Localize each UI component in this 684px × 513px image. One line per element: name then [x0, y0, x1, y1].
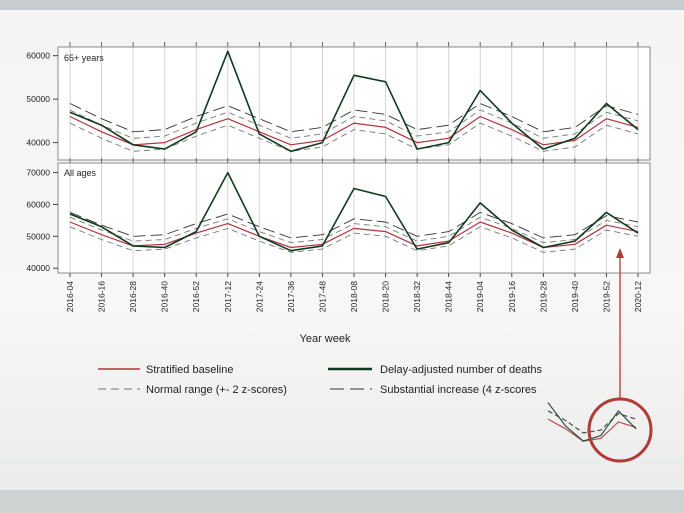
x-tick-label: 2018-32: [412, 281, 422, 312]
panel-label-65plus: 65+ years: [64, 53, 104, 63]
y-tick-label-65plus: 40000: [26, 138, 50, 148]
y-tick-label-65plus: 50000: [26, 94, 50, 104]
x-tick-label: 2016-52: [191, 281, 201, 312]
x-tick-label: 2017-12: [223, 281, 233, 312]
legend-label-normal-range: Normal range (+- 2 z-scores): [146, 384, 287, 396]
y-tick-label-allages: 50000: [26, 231, 50, 241]
thumbnail-series: [547, 402, 637, 442]
zoom-thumbnail: [547, 402, 637, 442]
annotation-circle: [587, 397, 653, 463]
legend-label-baseline: Stratified baseline: [146, 364, 233, 376]
x-tick-label: 2019-28: [538, 281, 548, 312]
monitor-bezel-top: [0, 0, 684, 10]
x-axis-title: Year week: [300, 333, 351, 345]
series-deaths-65plus: [69, 50, 639, 153]
thumbnail-series: [547, 410, 637, 434]
x-tick-label: 2017-36: [286, 281, 296, 312]
legend-label-substantial: Substantial increase (4 z-scores: [380, 384, 537, 396]
x-tick-label: 2019-52: [601, 281, 611, 312]
legend: Stratified baseline Delay-adjusted numbe…: [98, 364, 543, 396]
x-tick-label: 2017-24: [254, 281, 264, 312]
series-substantial-allages: [69, 211, 639, 239]
legend-label-deaths: Delay-adjusted number of deaths: [380, 364, 543, 376]
panel-label-allages: All ages: [64, 168, 97, 178]
series-deaths-allages: [69, 171, 639, 252]
x-tick-label: 2016-16: [97, 281, 107, 312]
x-tick-label: 2016-04: [65, 281, 75, 312]
series-baseline-65plus: [69, 115, 639, 146]
x-tick-label: 2019-16: [507, 281, 517, 312]
series-normal-upper-65plus: [69, 109, 639, 139]
x-tick-label: 2019-40: [570, 281, 580, 312]
monitor-bezel-bottom: [0, 490, 684, 513]
y-tick-label-allages: 70000: [26, 168, 50, 178]
y-tick-label-allages: 40000: [26, 263, 50, 273]
x-tick-label: 2018-08: [349, 281, 359, 312]
x-tick-label: 2016-28: [128, 281, 138, 312]
series-normal-upper-allages: [69, 216, 639, 244]
y-tick-label-65plus: 60000: [26, 51, 50, 61]
x-tick-label: 2019-04: [475, 281, 485, 312]
annotation-arrowhead: [616, 248, 624, 258]
series-substantial-65plus: [69, 103, 639, 133]
x-tick-label: 2018-44: [444, 281, 454, 312]
x-tick-label: 2017-48: [317, 281, 327, 312]
x-tick-label: 2016-40: [160, 281, 170, 312]
x-tick-label: 2018-20: [381, 281, 391, 312]
x-tick-label: 2020-12: [633, 281, 643, 312]
annotation: [547, 248, 653, 463]
series-normal-lower-allages: [69, 226, 639, 253]
y-tick-label-allages: 60000: [26, 199, 50, 209]
